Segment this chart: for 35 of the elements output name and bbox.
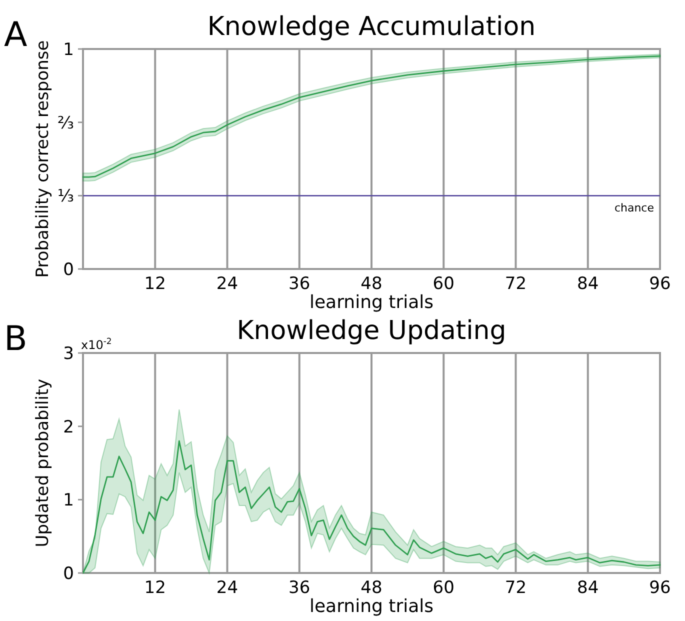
y-tick-label: 0: [63, 260, 74, 280]
chart-title: Knowledge Updating: [236, 316, 506, 346]
x-tick-label: 96: [649, 578, 671, 598]
text: A: [4, 15, 28, 55]
text: B: [4, 319, 28, 359]
y-tick-label: 3: [63, 344, 74, 364]
x-axis-title: learning trials: [309, 292, 434, 313]
text: x10$^{-2}$: [81, 336, 112, 352]
chart-title: Knowledge Accumulation: [207, 12, 536, 42]
x-tick-label: 60: [432, 274, 454, 294]
x-tick-label: 72: [504, 274, 527, 294]
y-axis-title: Probability correct response: [33, 40, 53, 278]
x-tick-label: 36: [288, 578, 310, 598]
ref-line-label: chance: [614, 202, 654, 215]
x-tick-label: 96: [649, 274, 671, 294]
x-axis-title: learning trials: [309, 596, 434, 617]
y-axis-title: Updated probability: [33, 378, 53, 548]
x-tick-label: 72: [504, 578, 527, 598]
x-tick-label: 12: [144, 274, 166, 294]
line-series: [82, 440, 661, 574]
x-tick-label: 48: [360, 274, 382, 294]
x-tick-label: 24: [216, 274, 238, 294]
y-tick-label: 2: [63, 417, 74, 438]
x-tick-label: 60: [432, 578, 454, 598]
x-tick-label: 84: [577, 578, 599, 598]
y-tick-label: ⅔: [58, 113, 74, 134]
y-tick-label: ⅓: [58, 186, 74, 207]
y-tick-label: 0: [63, 564, 74, 584]
x-tick-label: 24: [216, 578, 238, 598]
x-tick-label: 36: [288, 274, 310, 294]
x-tick-label: 12: [144, 578, 166, 598]
y-tick-label: 1: [63, 40, 74, 60]
x-tick-label: 48: [360, 578, 382, 598]
x-tick-label: 84: [577, 274, 599, 294]
y-tick-label: 1: [63, 490, 74, 511]
